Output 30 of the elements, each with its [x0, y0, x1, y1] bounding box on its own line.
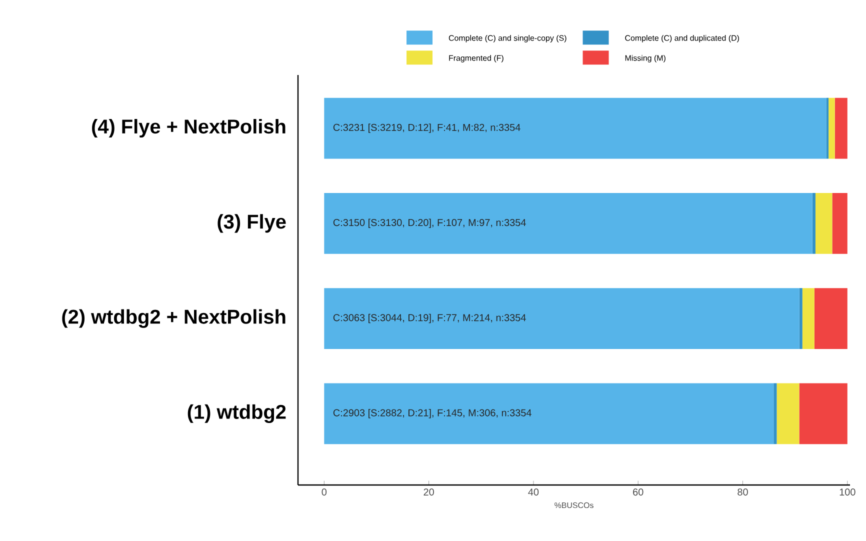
x-tick-label: 60 [633, 488, 644, 496]
bar [834, 98, 848, 159]
x-tick-label: 20 [424, 488, 434, 496]
x-tick-label: 0 [322, 488, 327, 496]
bar [324, 383, 774, 444]
x-tick-label: 100 [840, 488, 856, 496]
bar [832, 192, 848, 254]
bar [812, 192, 816, 254]
bar [799, 288, 802, 349]
bar [774, 383, 777, 444]
x-tick-label: 40 [528, 488, 539, 496]
y-tick-label: (4) Flye + NextPolish [92, 118, 286, 138]
bar [324, 192, 812, 254]
bar [826, 98, 829, 159]
data-label: C:3063 [S:3044, D:19], F:77, M:214, n:3354 [333, 314, 526, 324]
bar [815, 192, 832, 254]
data-label: C:2903 [S:2882, D:21], F:145, M:306, n:3354 [333, 409, 532, 418]
bar [776, 383, 800, 444]
data-label: C:3150 [S:3130, D:20], F:107, M:97, n:3354 [333, 218, 526, 228]
bar [802, 288, 814, 349]
bar [828, 98, 835, 159]
x-tick-label: 80 [738, 488, 748, 496]
data-label: C:3231 [S:3219, D:12], F:41, M:82, n:3354 [333, 124, 520, 133]
y-tick-label: (1) wtdbg2 [188, 404, 286, 423]
bar [799, 383, 848, 444]
y-tick-label: (3) Flye [218, 214, 286, 233]
bar [324, 98, 826, 159]
bar [814, 288, 848, 349]
bar [324, 288, 800, 349]
y-tick-label: (2) wtdbg2 + NextPolish [62, 309, 286, 328]
